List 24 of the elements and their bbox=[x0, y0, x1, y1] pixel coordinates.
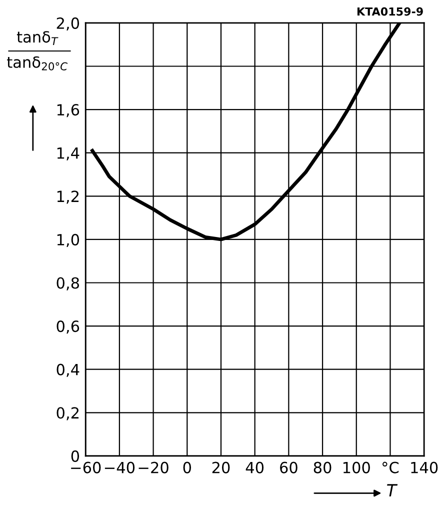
x-tick-label: −60 bbox=[71, 462, 101, 474]
x-tick-label: −20 bbox=[138, 462, 168, 474]
y-tick-label: 1,0 bbox=[57, 234, 80, 248]
x-tick-label: 100 bbox=[343, 462, 370, 474]
x-tick-label: −40 bbox=[104, 462, 135, 474]
y-tick-label: 1,2 bbox=[57, 190, 79, 204]
x-tick-label: 80 bbox=[314, 462, 332, 474]
y-tick-label: 0,4 bbox=[56, 364, 80, 377]
x-tick-label: 60 bbox=[280, 462, 298, 474]
y-tick-label: 0,6 bbox=[56, 320, 80, 334]
x-tick-label: 140 bbox=[411, 462, 438, 474]
x-axis-title: T bbox=[387, 484, 398, 496]
x-tick-label: °C bbox=[382, 462, 399, 474]
x-tick-label: 0 bbox=[183, 462, 191, 474]
x-tick-label: 40 bbox=[246, 462, 264, 474]
text: tanδ$_{T}$ tanδ$_{20°C}$ bbox=[7, 31, 68, 70]
x-tick-label: 20 bbox=[212, 462, 230, 474]
y-tick-label: 1,6 bbox=[57, 104, 80, 118]
y-tick-label: 1,4 bbox=[57, 148, 80, 160]
y-tick-label: 0,2 bbox=[56, 407, 79, 420]
text: KTA0159-9 bbox=[357, 7, 423, 16]
y-tick-label: 2,0 bbox=[56, 17, 80, 31]
y-tick-label: 0 bbox=[71, 450, 80, 462]
y-tick-label: 0,8 bbox=[56, 277, 80, 290]
